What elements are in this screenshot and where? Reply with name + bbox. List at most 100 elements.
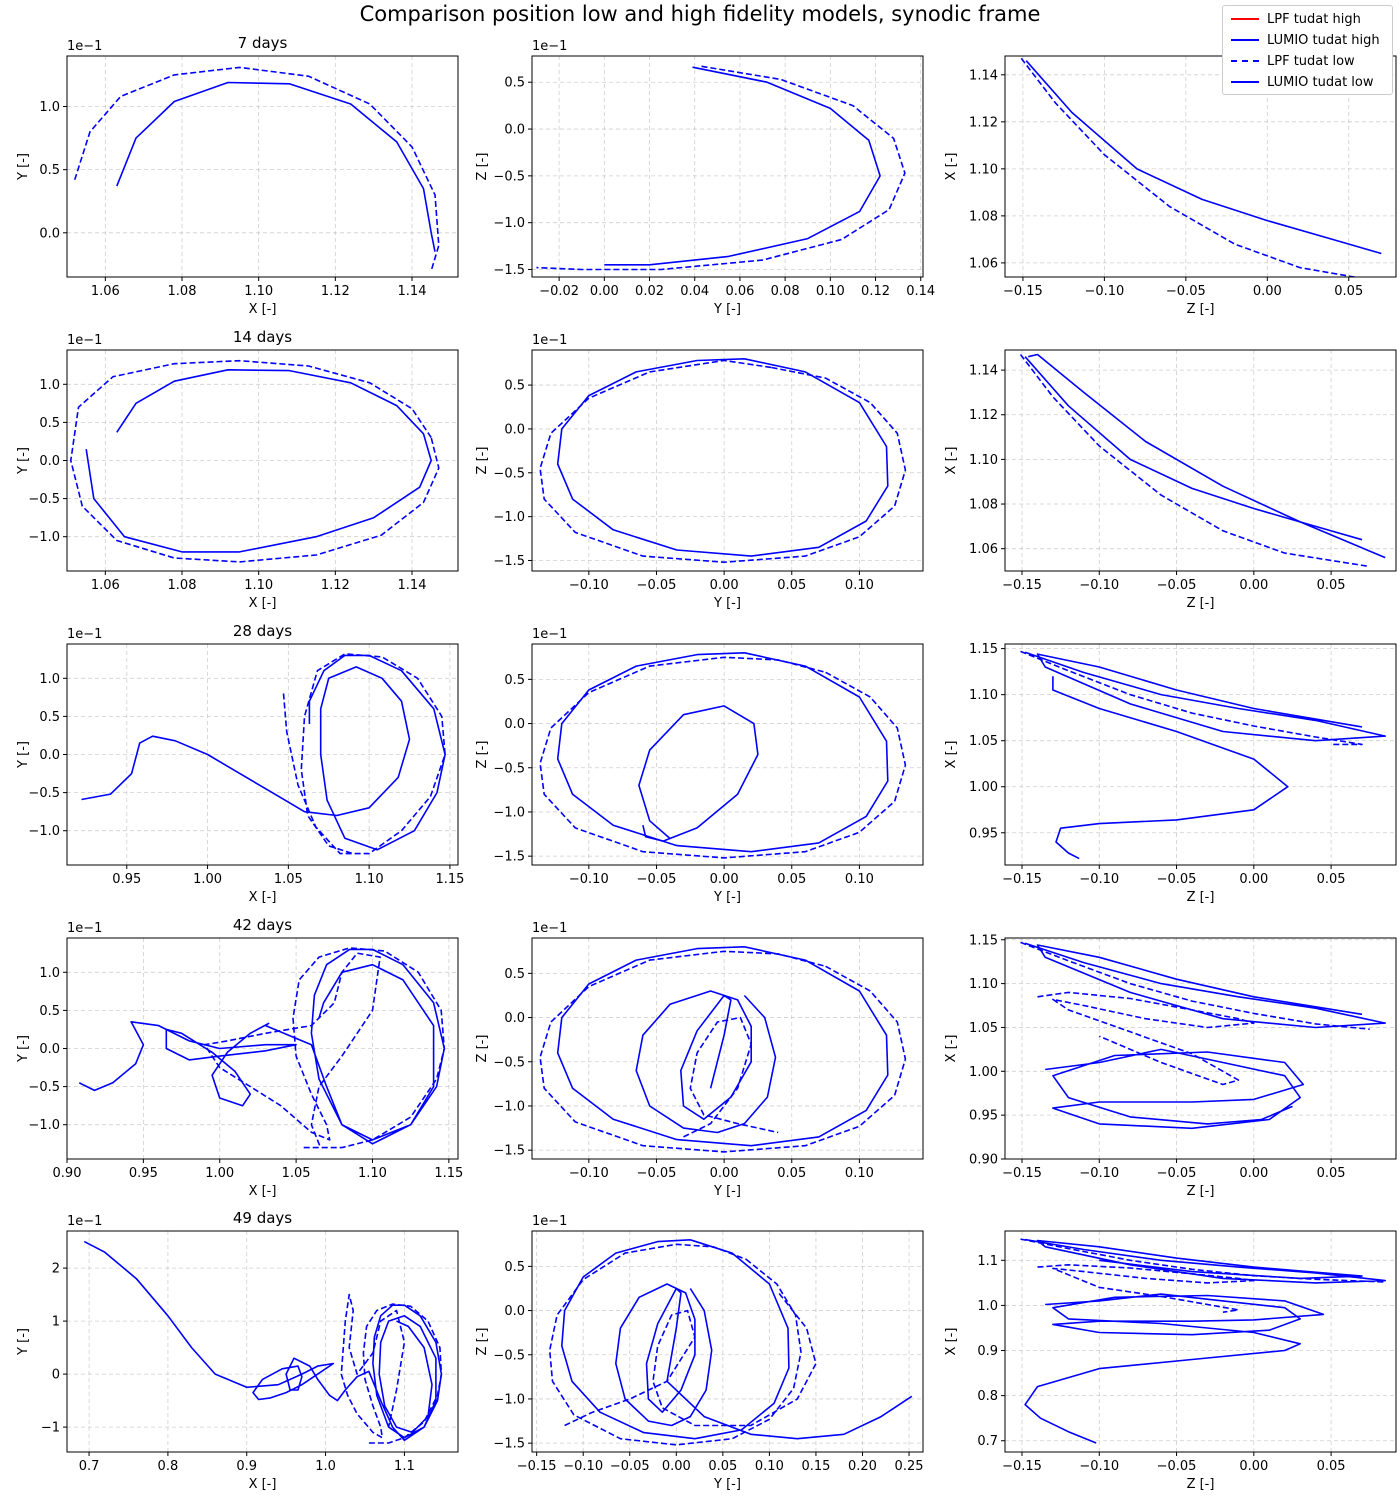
x-tick-label: −0.10: [563, 1459, 603, 1474]
x-tick-label: 0.00: [1239, 1459, 1268, 1474]
x-axis-label: Y [-]: [713, 302, 741, 317]
trajectory-line-2: [1024, 651, 1386, 742]
x-tick-label: 0.95: [112, 872, 141, 887]
trajectory-line-2: [683, 1016, 779, 1138]
x-tick-label: 1.05: [274, 872, 303, 887]
y-tick-label: 0.9: [977, 1344, 998, 1359]
axes-frame: [1004, 937, 1397, 1160]
x-tick-label: 0.00: [1253, 284, 1282, 299]
series-group: [81, 653, 446, 855]
x-tick-label: −0.10: [1084, 284, 1124, 299]
axes-frame: [66, 1230, 459, 1453]
y-tick-label: 1.05: [969, 1021, 998, 1036]
x-tick-label: 1.00: [205, 1166, 234, 1181]
trajectory-line-3: [1024, 942, 1386, 1029]
legend-swatch: [1231, 18, 1259, 20]
axes-frame: [531, 643, 924, 866]
x-tick-label: 0.9: [236, 1459, 257, 1474]
x-tick-label: 0.05: [777, 872, 806, 887]
trajectory-line-2: [81, 654, 446, 851]
x-tick-label: 0.95: [129, 1166, 158, 1181]
y-tick-label: 0.0: [39, 454, 60, 469]
trajectory-line-1: [536, 65, 906, 271]
axes-frame: [66, 55, 459, 278]
x-axis-label: Y [-]: [713, 1184, 741, 1199]
axis-offset-text: 1e−1: [532, 921, 567, 936]
y-tick-label: 0.5: [504, 1260, 525, 1275]
x-axis-label: X [-]: [249, 596, 277, 611]
x-tick-label: 0.05: [708, 1459, 737, 1474]
x-tick-label: 0.05: [777, 578, 806, 593]
subplot-1-1: 1.06 1.08 1.10 1.12 1.14 0.0 0.5 1.0 X [-] Y [-] 1…: [16, 34, 459, 317]
y-tick-label: 1.10: [969, 688, 998, 703]
x-axis-label: Z [-]: [1187, 302, 1215, 317]
x-axis-label: Z [-]: [1187, 890, 1215, 905]
x-tick-label: 1.15: [434, 1166, 463, 1181]
axes-frame: [531, 55, 924, 278]
y-tick-label: 1.1: [977, 1254, 998, 1269]
x-tick-label: 0.10: [845, 872, 874, 887]
axis-offset-text: 1e−1: [67, 627, 102, 642]
trajectory-line-3: [1028, 353, 1386, 559]
series-group: [1020, 57, 1382, 277]
y-tick-label: 0.5: [504, 379, 525, 394]
subplot-title: 28 days: [233, 622, 292, 640]
y-tick-label: −1.0: [493, 1099, 525, 1114]
y-axis-label: X [-]: [944, 741, 959, 769]
axis-offset-text: 1e−1: [532, 333, 567, 348]
x-tick-label: 0.8: [158, 1459, 179, 1474]
y-axis-label: Z [-]: [475, 741, 490, 769]
x-tick-label: 0.05: [1334, 284, 1363, 299]
subplot-3-3: −0.15 −0.10 −0.05 0.00 0.05 0.95 1.00 1.05 1.10 1…: [944, 642, 1397, 905]
y-tick-label: −1.0: [493, 510, 525, 525]
series-group: [73, 66, 440, 271]
y-tick-label: −1.5: [493, 263, 525, 278]
subplot-title: 14 days: [233, 328, 292, 346]
y-tick-label: −0.5: [493, 466, 525, 481]
series-group: [1020, 1238, 1386, 1444]
x-tick-label: 1.0: [315, 1459, 336, 1474]
y-axis-label: Z [-]: [475, 447, 490, 475]
y-tick-label: −1.0: [493, 216, 525, 231]
x-tick-label: −0.15: [1002, 578, 1042, 593]
legend-item-lumio-high: LUMIO tudat high: [1231, 30, 1380, 50]
trajectory-line-1: [1019, 354, 1370, 568]
y-tick-label: −0.5: [493, 169, 525, 184]
y-tick-label: −1.0: [28, 1118, 60, 1133]
legend-item-lumio-low: LUMIO tudat low: [1231, 72, 1374, 92]
trajectory-line-2: [85, 369, 432, 553]
x-tick-label: 1.1: [394, 1459, 415, 1474]
figure-title: Comparison position low and high fidelit…: [359, 2, 1041, 26]
series-group: [548, 1239, 913, 1446]
y-tick-label: 0.0: [504, 1304, 525, 1319]
trajectory-line-1: [1020, 57, 1359, 277]
y-tick-label: −0.5: [28, 786, 60, 801]
x-tick-label: −0.10: [569, 1166, 609, 1181]
x-tick-label: −0.05: [637, 1166, 677, 1181]
axis-offset-text: 1e−1: [67, 1214, 102, 1229]
trajectory-line-2: [1037, 1264, 1255, 1313]
x-tick-label: 1.10: [244, 284, 273, 299]
x-tick-label: −0.05: [610, 1459, 650, 1474]
subplot-5-2: −0.15 −0.10 −0.05 0.00 0.05 0.10 0.15 0.20 0.25 −…: [475, 1214, 924, 1492]
y-axis-label: Y [-]: [16, 447, 31, 475]
trajectory-line-4: [1024, 1293, 1325, 1444]
axes-frame: [531, 1230, 924, 1453]
axis-offset-text: 1e−1: [67, 921, 102, 936]
y-tick-label: 0.90: [969, 1153, 998, 1168]
legend-label: LUMIO tudat low: [1267, 74, 1374, 90]
y-tick-label: 1.08: [969, 209, 998, 224]
trajectory-line-3: [1052, 676, 1289, 860]
legend-item-lpf-low: LPF tudat low: [1231, 51, 1355, 71]
x-tick-label: 1.06: [91, 578, 120, 593]
series-group: [539, 652, 907, 859]
x-axis-label: X [-]: [249, 1184, 277, 1199]
axes-frame: [1004, 55, 1397, 278]
y-axis-label: X [-]: [944, 153, 959, 181]
x-axis-label: Z [-]: [1187, 1184, 1215, 1199]
x-tick-label: 1.10: [358, 1166, 387, 1181]
y-axis-label: Z [-]: [475, 153, 490, 181]
x-tick-label: 0.10: [816, 284, 845, 299]
x-axis-label: Y [-]: [713, 1477, 741, 1492]
